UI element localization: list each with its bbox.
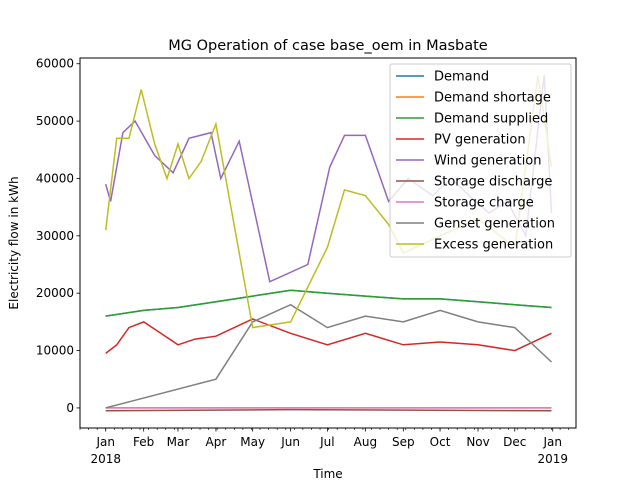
y-tick-label: 50000 [36, 114, 74, 128]
x-tick-label: Jun [280, 435, 300, 449]
x-tick-label: Nov [466, 435, 489, 449]
x-tick-label: Aug [354, 435, 377, 449]
x-tick-label: Dec [503, 435, 526, 449]
x-tick-label: Apr [206, 435, 227, 449]
x-tick-label: Jan [95, 435, 115, 449]
series-line-5 [105, 408, 552, 412]
y-tick-label: 10000 [36, 344, 74, 358]
x-tick-label: Oct [430, 435, 451, 449]
chart-title: MG Operation of case base_oem in Masbate [168, 38, 488, 54]
legend-box [389, 63, 572, 258]
x-axis: Jan 2018 Feb Mar Apr May Jun Jul Aug Sep Oct Nov Dec… [79, 428, 569, 466]
legend-label: Storage charge [434, 196, 534, 211]
legend-label: Storage discharge [434, 175, 552, 190]
legend-label: Wind generation [434, 154, 542, 169]
legend-label: Demand [434, 70, 489, 85]
y-tick-label: 20000 [36, 286, 74, 300]
legend-label: Genset generation [434, 217, 555, 232]
plot-frame [79, 57, 577, 429]
y-tick-label: 30000 [36, 229, 74, 243]
series-line-7 [105, 303, 553, 409]
x-tick-label: Mar [167, 435, 190, 449]
x-axis-label: Time [312, 467, 342, 480]
x-tick-label: May [240, 435, 265, 449]
x-tick-label: Feb [133, 435, 154, 449]
x-tick-year-label: 2019 [537, 452, 568, 466]
y-axis-label: Electricity flow in kWh [7, 176, 21, 309]
legend-label: Demand shortage [434, 91, 551, 106]
series-line-2 [105, 289, 552, 317]
x-tick-label: Jan [542, 435, 562, 449]
x-tick-year-label: 2018 [90, 452, 121, 466]
x-tick-label: Sep [392, 435, 415, 449]
legend-label: PV generation [434, 133, 526, 148]
legend: Demand Demand shortage Demand supplied PV g… [389, 63, 572, 258]
series-line-0 [105, 289, 552, 317]
y-tick-label: 60000 [36, 57, 74, 71]
y-tick-label: 40000 [36, 171, 74, 185]
x-tick-label: Jul [319, 435, 334, 449]
series-line-3 [105, 318, 552, 354]
legend-label: Excess generation [434, 238, 553, 253]
y-axis: 0 10000 20000 30000 40000 50000 60000 [36, 57, 80, 415]
y-tick-label: 0 [66, 401, 74, 415]
legend-label: Demand supplied [434, 112, 548, 127]
